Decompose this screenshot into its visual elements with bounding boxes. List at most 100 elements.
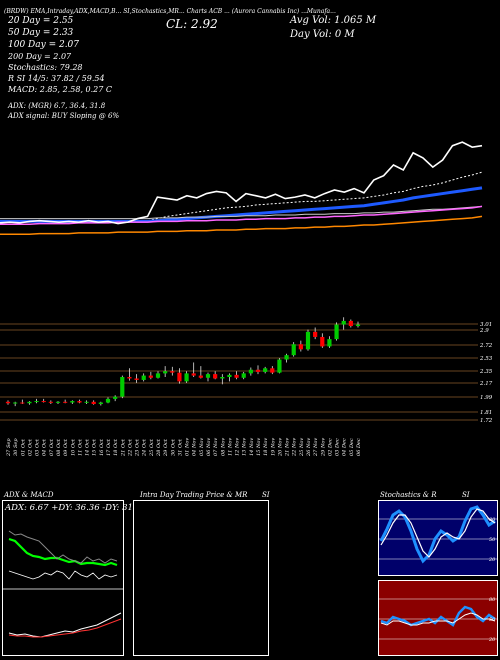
- date-tick-label: 17 Oct: [106, 438, 112, 456]
- candle-body: [298, 344, 303, 350]
- price-gridlines: [0, 323, 478, 421]
- intraday-panel-si: SI: [262, 491, 270, 499]
- date-tick-label: 22 Oct: [127, 438, 133, 457]
- candle-body: [148, 375, 153, 378]
- stoch-tick-20: 20: [488, 557, 496, 563]
- date-tick-label: 16 Oct: [99, 438, 105, 456]
- candle-body: [355, 324, 361, 327]
- minus-di-line: [8, 570, 118, 580]
- candle-body: [91, 401, 96, 404]
- ema50-readout: 50 Day = 2.33: [8, 28, 74, 38]
- date-axis: 27 Sep 30 Sep 01 Oct 02 Oct 03 Oct 04 Oct 07 O…: [6, 438, 362, 457]
- stochastics-plot: 80 50 20: [379, 505, 497, 564]
- candle-body: [320, 336, 325, 347]
- date-tick-label: 29 Oct: [163, 438, 169, 457]
- candle-body: [327, 339, 332, 347]
- stoch-tick-80: 80: [489, 517, 496, 523]
- date-tick-label: 24 Oct: [142, 438, 148, 457]
- date-tick-label: 20 Nov: [277, 438, 283, 457]
- candle-body: [41, 401, 46, 403]
- ema20-readout: 20 Day = 2.55: [8, 16, 74, 26]
- date-tick-label: 28 Oct: [156, 438, 162, 457]
- date-tick-label: 10 Oct: [70, 438, 76, 456]
- candle-body: [113, 396, 118, 399]
- date-tick-label: 06 Nov: [206, 438, 212, 456]
- rsi-readout: R SI 14/5: 37.82 / 59.54: [8, 74, 105, 83]
- date-tick-label: 04 Oct: [42, 438, 48, 456]
- date-tick-label: 05 Dec: [349, 438, 355, 456]
- intraday-panel-title: Intra Day Trading Price & MR: [140, 491, 248, 499]
- date-tick-label: 01 Nov: [185, 438, 191, 456]
- candle-body: [348, 320, 353, 327]
- date-tick-label: 30 Sep: [13, 438, 19, 456]
- avg-volume: Avg Vol: 1.065 M: [290, 15, 377, 26]
- date-tick-label: 09 Oct: [63, 438, 69, 456]
- candle-body: [177, 372, 182, 382]
- date-tick-label: 04 Nov: [192, 438, 198, 456]
- candle-body: [191, 373, 196, 376]
- date-tick-label: 25 Oct: [149, 438, 155, 457]
- date-tick-label: 21 Nov: [285, 438, 291, 457]
- stoch-tick-50: 50: [489, 537, 496, 543]
- price-tick-label: 2.53: [479, 356, 493, 362]
- candle-body: [248, 369, 253, 374]
- stochastics-readout: Stochastics: 79.28: [8, 63, 83, 72]
- header-topline: (BRDW) EMA,Intraday,ADX,MACD,B... SI,Sto…: [4, 8, 336, 15]
- rsi-tick-50: 50: [489, 617, 496, 623]
- ema-line-200-day: [0, 205, 483, 226]
- rsi-line: [380, 605, 496, 627]
- price-tick-label: 2.35: [479, 369, 493, 375]
- date-tick-label: 31 Oct: [177, 438, 183, 456]
- ema200-readout: 200 Day = 2.07: [8, 52, 72, 61]
- adx-panel: ADX: 6.67 +DY: 36.36 -DY: 31.82: [2, 500, 146, 656]
- candle-body: [141, 375, 146, 380]
- candle-body: [27, 401, 32, 404]
- candle-body: [234, 374, 239, 378]
- close-price: CL: 2.92: [166, 17, 218, 31]
- price-tick-label: 2.9: [479, 328, 489, 334]
- adx-readout: ADX: (MGR) 6.7, 36.4, 31.8: [8, 102, 106, 110]
- candle-body: [48, 401, 53, 403]
- rsi-tick-80: 80: [489, 597, 496, 603]
- candle-body: [34, 401, 39, 403]
- candle-body: [198, 375, 203, 378]
- date-tick-label: 12 Nov: [235, 438, 241, 456]
- date-tick-label: 30 Oct: [170, 438, 176, 456]
- date-tick-label: 15 Oct: [92, 438, 98, 456]
- date-tick-label: 02 Dec: [327, 438, 333, 456]
- stoch-k-line: [379, 505, 496, 564]
- macd-readout: MACD: 2.85, 2.58, 0.27 C: [8, 85, 113, 94]
- stochastics-panel: 80 50 20: [378, 500, 498, 576]
- stoch-panel-si: SI: [462, 491, 470, 499]
- date-tick-label: 13 Nov: [242, 438, 248, 456]
- rsi-panel: 80 50 20: [378, 580, 498, 656]
- date-tick-label: 07 Nov: [213, 438, 219, 456]
- adx-signal: ADX signal: BUY Sloping @ 6%: [8, 112, 120, 120]
- candle-body: [220, 377, 225, 379]
- candle-body: [263, 368, 268, 372]
- price-chart: 3.012.9 2.72 2.53 2.35 2.17 1.99 1.81 1.72 27 S…: [0, 141, 493, 457]
- candle-body: [341, 320, 346, 325]
- date-tick-label: 07 Oct: [49, 438, 55, 456]
- date-tick-label: 08 Nov: [220, 438, 226, 456]
- candle-body: [127, 377, 132, 379]
- candle-body: [313, 331, 318, 337]
- candle-body: [63, 401, 68, 403]
- candle-body: [20, 402, 25, 404]
- adx-panel-readout: ADX: 6.67 +DY: 36.36 -DY: 31.82: [5, 503, 147, 513]
- date-tick-label: 08 Oct: [56, 438, 62, 456]
- ema-lines: [0, 141, 483, 236]
- date-tick-label: 02 Oct: [27, 438, 33, 456]
- adx-panel-title: ADX & MACD: [4, 491, 54, 499]
- day-volume: Day Vol: 0 M: [290, 29, 355, 40]
- candle-body: [155, 373, 161, 378]
- date-tick-label: 14 Oct: [85, 438, 91, 456]
- candle-body: [84, 401, 89, 403]
- date-tick-label: 22 Nov: [292, 438, 298, 457]
- price-tick-label: 1.99: [480, 395, 493, 401]
- ema-line-100-day: [0, 205, 483, 220]
- date-tick-label: 15 Nov: [256, 438, 262, 456]
- long-ema-line: [0, 215, 483, 236]
- rsi-tick-20: 20: [488, 637, 496, 643]
- date-tick-label: 04 Dec: [342, 438, 348, 456]
